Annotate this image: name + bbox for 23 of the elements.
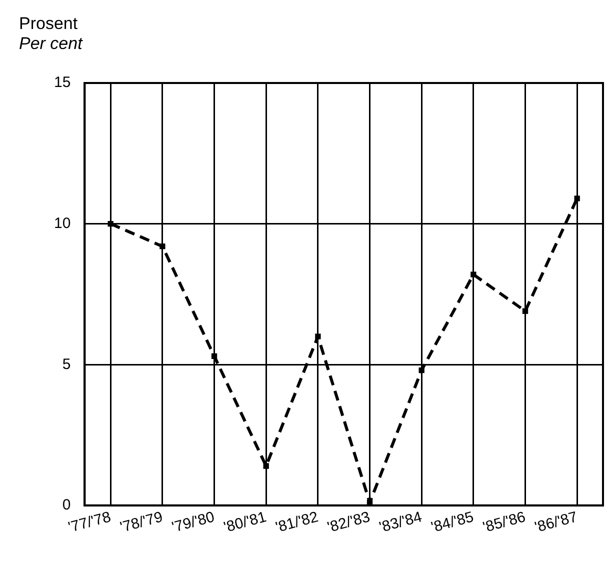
x-tick-label: '80/'81 (222, 508, 268, 536)
point (108, 220, 114, 227)
chart-subtitle: Per cent (19, 34, 82, 54)
x-tick-label: '85/'86 (481, 508, 528, 536)
x-tick-label: '78/'79 (118, 508, 165, 536)
point (522, 308, 528, 314)
x-tick-label: '86/'87 (533, 508, 580, 536)
point (418, 367, 424, 374)
point (263, 463, 269, 469)
y-tick-label: 15 (54, 74, 71, 92)
point (574, 196, 580, 202)
x-tick-label: '81/'82 (274, 508, 320, 536)
point (211, 353, 218, 359)
point (315, 334, 321, 340)
x-tick-label: '79/'80 (170, 508, 216, 536)
y-tick-label: 10 (54, 214, 71, 232)
point (160, 244, 166, 250)
x-tick-label: '83/'84 (378, 508, 424, 536)
chart-title: Prosent (19, 14, 78, 34)
point (470, 272, 476, 278)
x-tick-label: '84/'85 (429, 508, 476, 536)
x-tick-label: '82/'83 (326, 508, 372, 536)
y-tick-label: 5 (62, 356, 71, 373)
